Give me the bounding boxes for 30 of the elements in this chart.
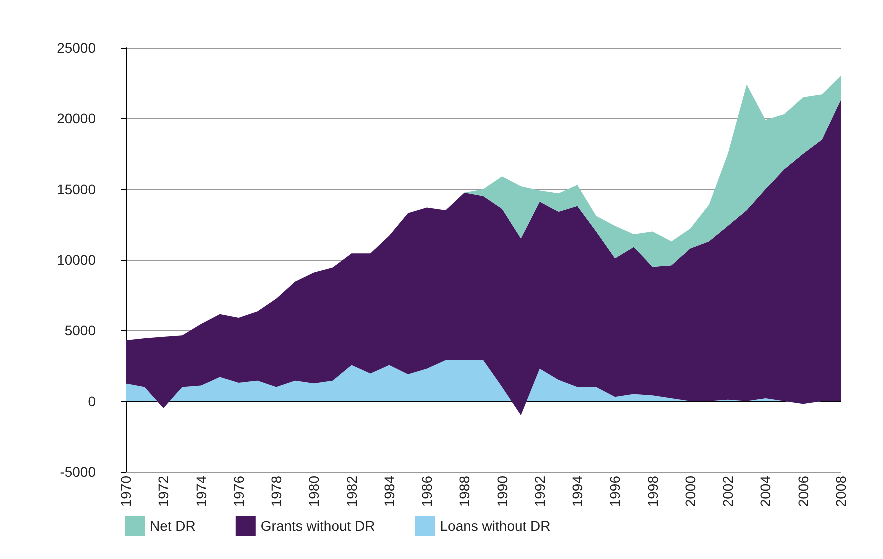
x-tick-label: 1992 <box>532 476 548 508</box>
y-tick-label: 25000 <box>57 40 96 56</box>
x-tick-label: 2004 <box>758 476 774 508</box>
legend-label: Net DR <box>150 518 196 534</box>
x-tick-label: 1986 <box>419 476 436 508</box>
x-tick-label: 1994 <box>570 476 586 508</box>
legend-label: Loans without DR <box>440 518 551 534</box>
x-tick-label: 2002 <box>720 476 736 508</box>
x-tick-label: 1970 <box>118 476 134 508</box>
x-tick-label: 1982 <box>344 476 360 508</box>
x-tick-label: 2000 <box>682 476 698 508</box>
x-tick-label: 1996 <box>607 476 624 508</box>
x-tick-label: 1976 <box>230 476 247 508</box>
y-tick-label: 0 <box>88 393 96 410</box>
x-tick-label: 1980 <box>306 476 322 508</box>
x-tick-label: 1984 <box>381 476 398 508</box>
x-tick-label: 1972 <box>156 476 172 508</box>
y-tick-label: -5000 <box>60 464 96 480</box>
x-tick-label: 1978 <box>268 476 285 508</box>
x-tick-label: 1990 <box>494 476 510 508</box>
y-tick-label: 10000 <box>57 252 96 268</box>
x-tick-label: 1998 <box>644 476 661 508</box>
y-tick-label: 15000 <box>57 181 96 198</box>
y-tick-label: 20000 <box>57 110 96 127</box>
legend-label: Grants without DR <box>260 518 376 534</box>
x-tick-label: 1988 <box>456 476 473 508</box>
x-tick-label: 2006 <box>795 476 812 508</box>
y-tick-label: 5000 <box>64 322 96 339</box>
x-tick-label: 1974 <box>193 476 210 508</box>
x-tick-label: 2008 <box>833 476 849 508</box>
